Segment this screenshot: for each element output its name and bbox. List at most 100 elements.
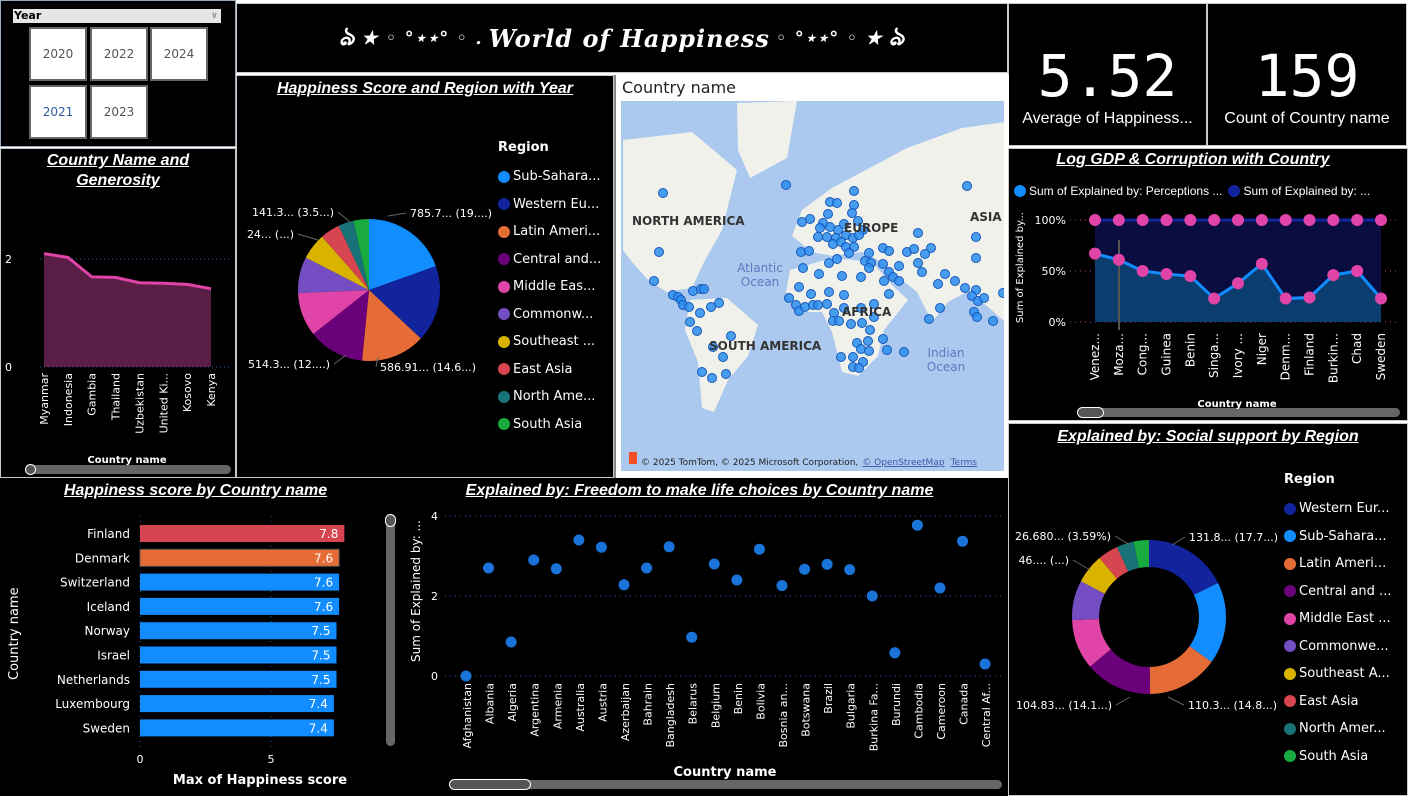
data-point (731, 574, 743, 586)
country-marker (794, 282, 804, 292)
country-marker (899, 347, 909, 357)
map-label-indian: Indian (927, 346, 964, 360)
x-tick-label: Afghanistan (461, 683, 474, 749)
x-axis-title: Country name (674, 765, 777, 780)
data-point (686, 631, 698, 643)
x-tick-label: Indonesia (62, 373, 75, 426)
leader-line (1171, 536, 1186, 546)
data-point (1136, 265, 1149, 277)
x-tick-label: Bangladesh (664, 683, 677, 748)
legend-dot (1284, 695, 1296, 708)
data-point (1184, 270, 1197, 283)
data-point (753, 543, 765, 555)
map-panel: Country name NORTH AMERICA EUROPE ASIA AFRI… (614, 75, 1009, 479)
x-tick-label: Brazil (822, 683, 835, 714)
country-marker (849, 186, 859, 196)
legend-item[interactable]: Latin Ameri... (1284, 550, 1391, 578)
country-marker (935, 303, 945, 313)
chart-title: Happiness score by Country name (63, 482, 328, 499)
legend-item[interactable]: East Asia (498, 356, 601, 384)
data-point (934, 582, 946, 594)
legend-item[interactable]: Sub-Sahara... (1284, 523, 1391, 551)
legend-dot (1284, 530, 1296, 543)
legend-dot (1284, 612, 1296, 625)
y-tick-label: 100% (1035, 214, 1066, 227)
horizontal-scrollbar[interactable] (25, 464, 231, 475)
legend-item[interactable]: Southeast A... (1284, 660, 1391, 688)
donut-slice (1189, 583, 1226, 663)
donut-slice (1149, 540, 1219, 595)
country-marker (824, 258, 834, 268)
country-marker (692, 326, 702, 336)
y-tick-label: Luxembourg (55, 697, 130, 711)
year-tile-2023[interactable]: 2023 (90, 85, 148, 139)
leader-line (375, 356, 379, 368)
x-tick-label: Argentina (529, 683, 542, 737)
legend-dot (498, 253, 510, 266)
year-slicer: Year ∨ 2020 2022 2024 2021 2023 (0, 0, 236, 147)
x-tick-label: Niger (1255, 333, 1269, 365)
map-canvas[interactable]: NORTH AMERICA EUROPE ASIA AFRICA SOUTH AMERI… (621, 101, 1004, 471)
osm-link[interactable]: © OpenStreetMap (862, 458, 945, 468)
legend-item[interactable]: Commonwe... (1284, 633, 1391, 661)
legend-item[interactable]: North Ame... (498, 383, 601, 411)
year-dropdown[interactable]: Year ∨ (13, 9, 221, 23)
country-marker (805, 214, 815, 224)
data-point (1184, 214, 1197, 226)
year-tile-2021[interactable]: 2021 (29, 85, 87, 139)
data-point (1375, 292, 1387, 305)
year-tile-2020[interactable]: 2020 (29, 27, 87, 81)
horizontal-scrollbar[interactable] (1077, 407, 1400, 418)
bar (140, 597, 340, 615)
vertical-scrollbar[interactable] (385, 514, 396, 746)
year-tile-2024[interactable]: 2024 (150, 27, 208, 81)
legend-item[interactable]: Western Eu... (498, 191, 601, 219)
legend-item[interactable]: East Asia (1284, 688, 1391, 716)
country-marker (878, 259, 888, 269)
legend-item[interactable]: North Amer... (1284, 715, 1391, 743)
x-tick-label: Australia (574, 683, 587, 732)
legend-item[interactable]: Commonw... (498, 301, 601, 329)
legend-label: Latin Ameri... (513, 224, 601, 240)
year-tile-2022[interactable]: 2022 (90, 27, 148, 81)
legend-item[interactable]: Middle East ... (1284, 605, 1391, 633)
legend-item[interactable]: Western Eur... (1284, 495, 1391, 523)
country-marker (658, 188, 668, 198)
y-tick-label: 50% (1042, 265, 1066, 278)
country-marker (913, 228, 923, 238)
country-marker (864, 263, 874, 273)
legend-item[interactable]: Central and... (498, 246, 601, 274)
data-point (550, 563, 562, 575)
map-title: Country name (622, 78, 737, 97)
x-tick-label: Algeria (506, 683, 519, 722)
legend-item[interactable]: Middle Eas... (498, 273, 601, 301)
country-marker (834, 316, 844, 326)
x-tick-label: Belarus (687, 683, 700, 725)
data-label: 7.5 (311, 673, 330, 687)
year-dropdown-label: Year (14, 9, 42, 22)
legend-dot (1284, 502, 1296, 515)
horizontal-scrollbar[interactable] (449, 779, 1002, 790)
legend-item[interactable]: Central and ... (1284, 578, 1391, 606)
legend-label: Central and... (513, 251, 602, 267)
chart-title: Explained by: Social support by Region (1057, 428, 1359, 445)
x-tick-label: Belgium (709, 683, 722, 728)
legend-item[interactable]: South Asia (1284, 743, 1391, 771)
terms-link[interactable]: Terms (950, 458, 978, 468)
country-marker (894, 261, 904, 271)
country-marker (933, 279, 943, 289)
data-label: 141.3... (3.5...) (252, 206, 334, 219)
area-fill (44, 253, 211, 367)
data-point (844, 564, 856, 576)
legend-item[interactable]: South Asia (498, 411, 601, 439)
donut-slice (1133, 540, 1149, 569)
data-label: 7.4 (309, 721, 328, 735)
data-point (1279, 292, 1292, 305)
legend-item[interactable]: Sub-Sahara... (498, 163, 601, 191)
legend-label: Western Eur... (1299, 501, 1390, 517)
donut-slice (1149, 646, 1212, 694)
legend-item[interactable]: Latin Ameri... (498, 218, 601, 246)
legend-dot (1284, 640, 1296, 653)
legend-item[interactable]: Southeast ... (498, 328, 601, 356)
